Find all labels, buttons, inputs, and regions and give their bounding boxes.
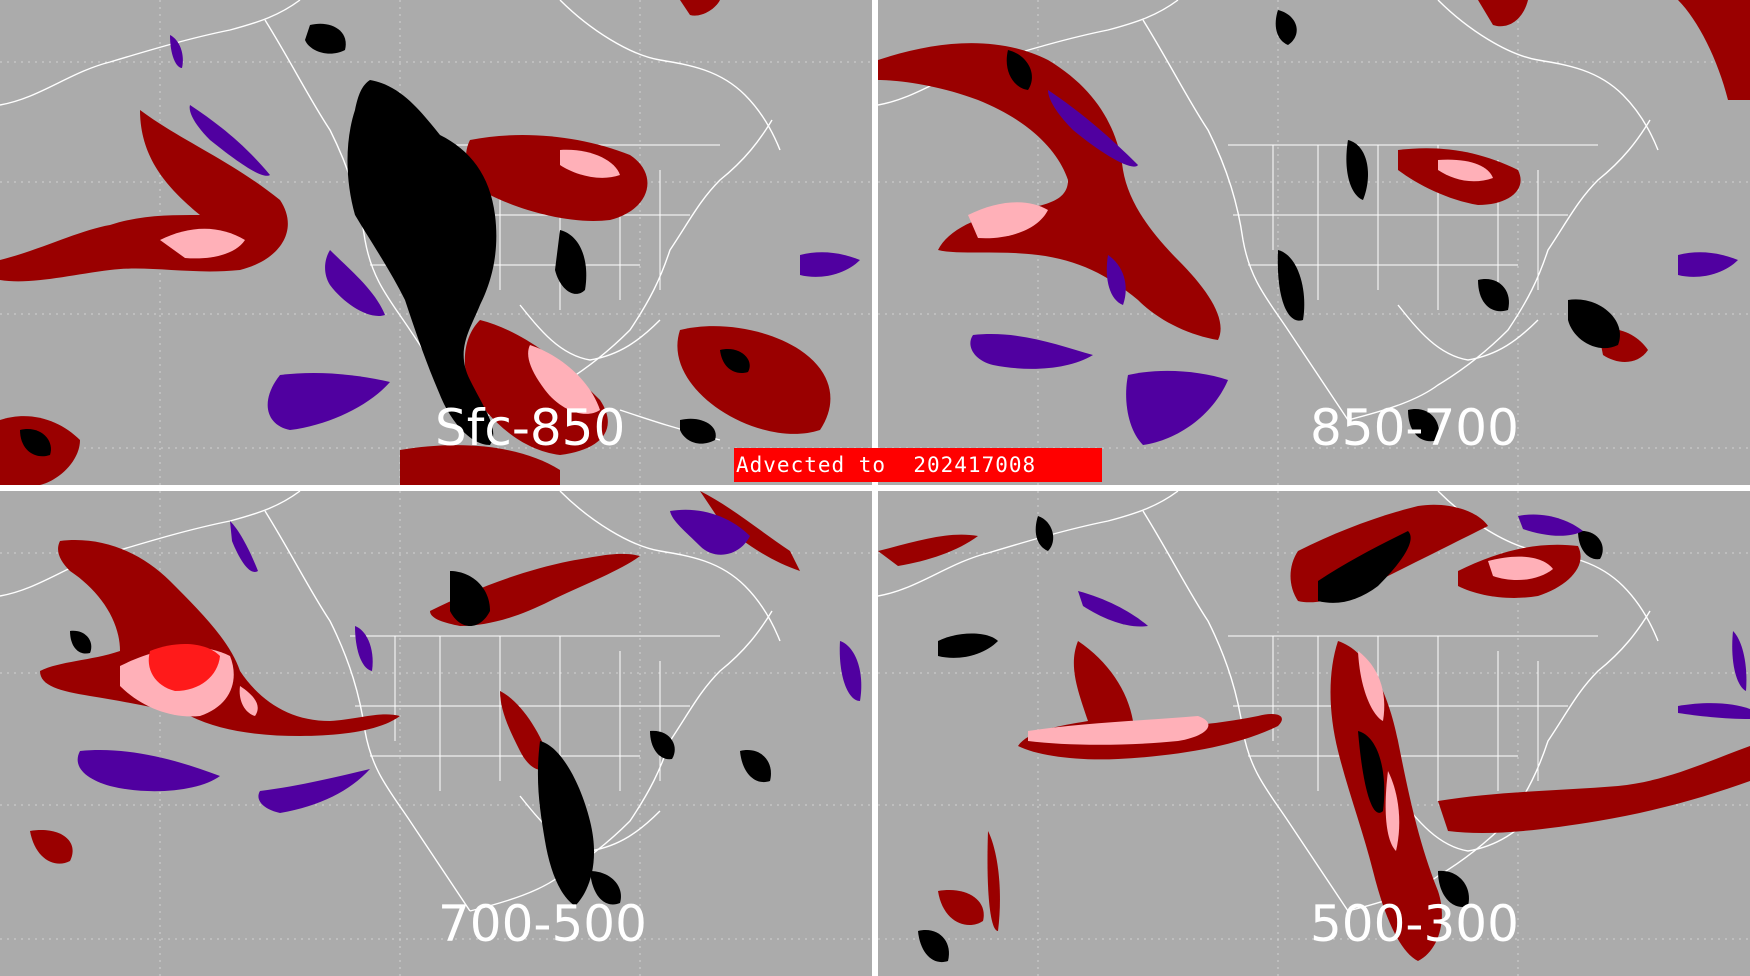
- panel-700-500: 700-500: [0, 491, 872, 976]
- panel-label-500-300: 500-300: [1310, 895, 1519, 953]
- tracer-pink: [1028, 556, 1553, 851]
- panel-label-700-500: 700-500: [438, 895, 647, 953]
- tracer-purple: [970, 90, 1738, 445]
- coastlines: [878, 0, 1659, 421]
- tracer-pink: [968, 159, 1493, 239]
- tracer-black: [1006, 10, 1620, 442]
- tracer-purple: [1078, 514, 1750, 719]
- panel-sfc-850: Sfc-850: [0, 0, 872, 485]
- panel-500-300: 500-300: [878, 491, 1750, 976]
- tracer-bright-red: [148, 644, 220, 691]
- tracer-black: [70, 571, 771, 906]
- panel-label-850-700: 850-700: [1310, 399, 1519, 457]
- panel-850-700: 850-700: [878, 0, 1750, 485]
- advected-banner: Advected to 202417008: [734, 448, 1102, 482]
- tracer-dark-red: [878, 504, 1750, 961]
- us-state-borders: [1228, 635, 1598, 801]
- tracer-purple: [77, 509, 862, 813]
- tracer-pink: [160, 149, 620, 414]
- panel-label-sfc-850: Sfc-850: [435, 399, 625, 457]
- tracer-purple: [170, 35, 860, 430]
- horizontal-divider: [0, 485, 1750, 491]
- us-state-borders: [350, 635, 720, 801]
- tracer-black: [20, 23, 750, 457]
- tracer-black: [918, 516, 1603, 963]
